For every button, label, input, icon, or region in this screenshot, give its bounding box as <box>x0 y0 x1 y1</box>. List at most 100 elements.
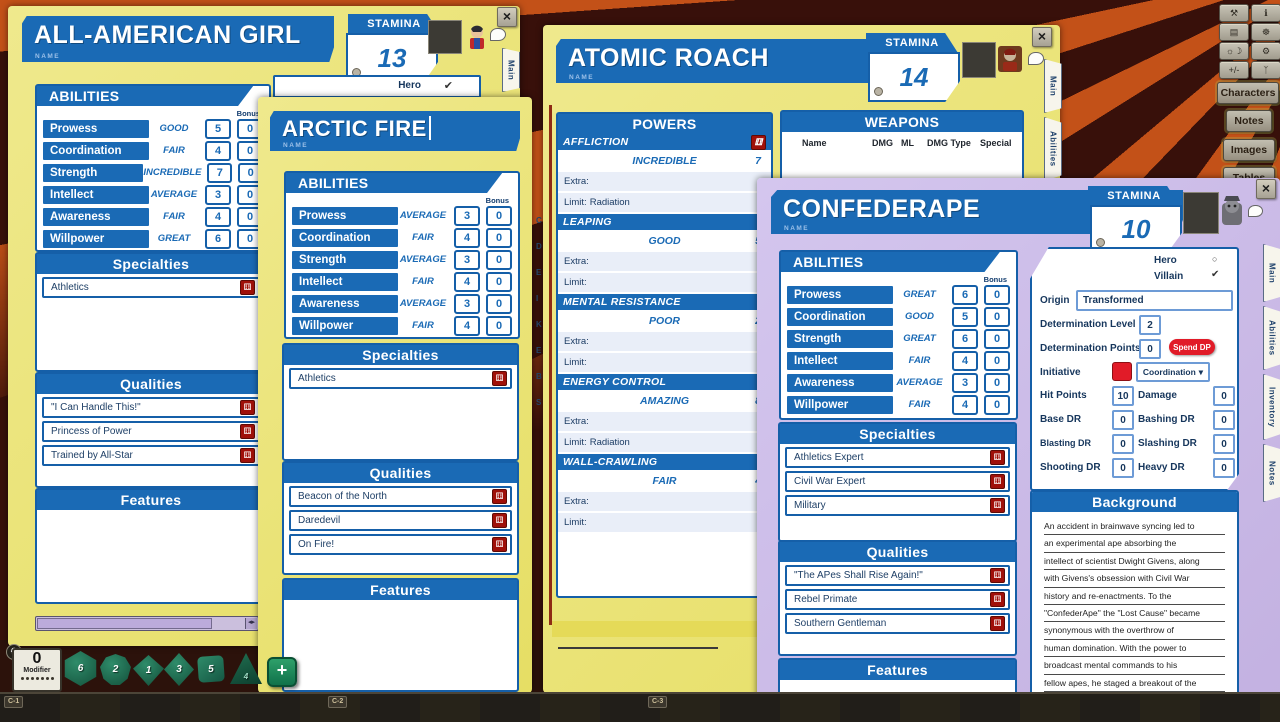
ability-value[interactable]: 4 <box>205 140 231 161</box>
settings-icon[interactable]: ⚙ <box>1251 42 1280 60</box>
modifier-box[interactable]: 0 Modifier <box>12 648 62 692</box>
specialty-item[interactable]: Athletics ⚅ <box>289 368 512 389</box>
ability-value[interactable]: 4 <box>952 350 978 371</box>
ability-value[interactable]: 4 <box>454 315 480 336</box>
roll-die-icon[interactable]: ⚅ <box>492 537 507 552</box>
heavy-dr-value[interactable]: 0 <box>1213 458 1235 478</box>
hotkey-slot-c1[interactable]: C-1 <box>4 696 24 708</box>
ability-awareness[interactable]: Awareness <box>43 207 149 226</box>
ability-bonus[interactable]: 0 <box>984 306 1010 327</box>
power-name[interactable]: AFFLICTION ⚅ <box>558 134 771 150</box>
close-button-confederape[interactable]: × <box>1256 179 1276 199</box>
blasting-dr-value[interactable]: 0 <box>1112 434 1134 454</box>
ability-value[interactable]: 6 <box>952 328 978 349</box>
roll-die-icon[interactable]: ⚅ <box>492 371 507 386</box>
character-name[interactable]: ARCTIC FIRE <box>270 111 520 142</box>
ability-bonus[interactable]: 0 <box>486 227 512 248</box>
quality-item[interactable]: Trained by All-Star ⚅ <box>42 445 260 466</box>
hotkey-bar[interactable]: C-1 C-2 C-3 <box>0 692 1280 722</box>
d6-die[interactable]: 5 <box>197 655 225 683</box>
roll-die-icon[interactable]: ⚅ <box>492 489 507 504</box>
add-button[interactable]: + <box>267 657 297 687</box>
ability-bonus[interactable]: 0 <box>486 315 512 336</box>
roll-die-icon[interactable]: ⚅ <box>990 450 1005 465</box>
ability-value[interactable]: 4 <box>454 227 480 248</box>
roll-die-icon[interactable]: ⚅ <box>240 400 255 415</box>
roll-die-icon[interactable]: ⚅ <box>990 568 1005 583</box>
ability-strength[interactable]: Strength <box>787 329 893 348</box>
character-name-bar[interactable]: ARCTIC FIRE NAME <box>270 111 520 151</box>
power-limit[interactable]: Limit: <box>558 353 771 372</box>
ability-bonus[interactable]: 0 <box>984 284 1010 305</box>
character-token-icon[interactable] <box>1219 193 1245 227</box>
power-extra[interactable]: Extra: <box>558 332 771 351</box>
ability-bonus[interactable]: 0 <box>486 249 512 270</box>
notepad-icon[interactable]: ▤ <box>1219 23 1249 41</box>
tab-abilities[interactable]: Abilities <box>1044 117 1062 181</box>
ability-bonus[interactable]: 0 <box>237 228 263 249</box>
initiative-select[interactable]: Coordination ▾ <box>1136 362 1210 382</box>
character-name[interactable]: ATOMIC ROACH <box>568 44 769 72</box>
hit-points-value[interactable]: 10 <box>1112 386 1134 406</box>
close-button-all-american-girl[interactable]: × <box>497 7 517 27</box>
quality-item[interactable]: Daredevil ⚅ <box>289 510 512 531</box>
hotkey-slot-c3[interactable]: C-3 <box>648 696 668 708</box>
chat-bubble-icon[interactable] <box>490 28 506 41</box>
ability-awareness[interactable]: Awareness <box>292 294 398 313</box>
power-name[interactable]: WALL-CRAWLING <box>558 454 771 470</box>
ability-value[interactable]: 4 <box>454 271 480 292</box>
scrollbar-thumb[interactable] <box>37 618 213 629</box>
charsheet-window-confederape[interactable]: CONFEDERAPE NAME STAMINA 10 Main Abiliti… <box>757 178 1280 722</box>
ability-value[interactable]: 3 <box>454 249 480 270</box>
specialty-item[interactable]: Athletics Expert ⚅ <box>785 447 1010 468</box>
ability-awareness[interactable]: Awareness <box>787 373 893 392</box>
ability-prowess[interactable]: Prowess <box>292 206 398 225</box>
quality-item[interactable]: Rebel Primate ⚅ <box>785 589 1010 610</box>
slashing-dr-value[interactable]: 0 <box>1213 434 1235 454</box>
ability-coordination[interactable]: Coordination <box>787 307 893 326</box>
ability-value[interactable]: 3 <box>952 372 978 393</box>
quality-item[interactable]: Princess of Power ⚅ <box>42 421 260 442</box>
specialty-item[interactable]: Civil War Expert ⚅ <box>785 471 1010 492</box>
ability-coordination[interactable]: Coordination <box>292 228 398 247</box>
roll-die-icon[interactable]: ⚅ <box>990 474 1005 489</box>
shooting-dr-value[interactable]: 0 <box>1112 458 1134 478</box>
ability-value[interactable]: 7 <box>207 162 233 183</box>
stamina-value[interactable]: 13 <box>346 33 438 83</box>
ability-value[interactable]: 6 <box>205 228 231 249</box>
initiative-roll-button[interactable] <box>1112 362 1132 381</box>
roll-die-icon[interactable]: ⚅ <box>240 280 255 295</box>
specialty-item[interactable]: Military ⚅ <box>785 495 1010 516</box>
power-rank[interactable]: POOR2 <box>558 310 771 332</box>
quality-item[interactable]: "I Can Handle This!" ⚅ <box>42 397 260 418</box>
info-icon[interactable]: ℹ <box>1251 4 1280 22</box>
roll-die-icon[interactable]: ⚅ <box>751 134 766 150</box>
ability-value[interactable]: 3 <box>454 205 480 226</box>
ability-prowess[interactable]: Prowess <box>787 285 893 304</box>
tab-main[interactable]: Main <box>1263 244 1280 302</box>
palette-icon[interactable]: ☸ <box>1251 23 1280 41</box>
ability-willpower[interactable]: Willpower <box>292 316 398 335</box>
roll-die-icon[interactable]: ⚅ <box>990 498 1005 513</box>
tab-inventory[interactable]: Inventory <box>1263 374 1280 440</box>
character-token-icon[interactable] <box>996 44 1024 74</box>
power-extra[interactable]: Extra: <box>558 412 771 431</box>
roll-die-icon[interactable]: ⚅ <box>240 424 255 439</box>
character-token-icon[interactable] <box>464 24 490 50</box>
character-name-bar[interactable]: ATOMIC ROACH NAME <box>556 39 878 83</box>
chat-bubble-icon[interactable] <box>1248 205 1263 217</box>
hero-radio[interactable]: ○ <box>1212 254 1218 264</box>
ability-coordination[interactable]: Coordination <box>43 141 149 160</box>
roll-die-icon[interactable]: ⚅ <box>240 448 255 463</box>
person-icon[interactable]: ᛉ <box>1251 61 1280 79</box>
ability-prowess[interactable]: Prowess <box>43 119 149 138</box>
bashing-dr-value[interactable]: 0 <box>1213 410 1235 430</box>
tab-abilities[interactable]: Abilities <box>1263 306 1280 370</box>
tools-icon[interactable]: ⚒ <box>1219 4 1249 22</box>
ability-willpower[interactable]: Willpower <box>43 229 149 248</box>
ability-value[interactable]: 5 <box>205 118 231 139</box>
power-name[interactable]: LEAPING <box>558 214 771 230</box>
spend-dp-button[interactable]: Spend DP <box>1169 339 1215 355</box>
power-limit[interactable]: Limit: <box>558 513 771 532</box>
